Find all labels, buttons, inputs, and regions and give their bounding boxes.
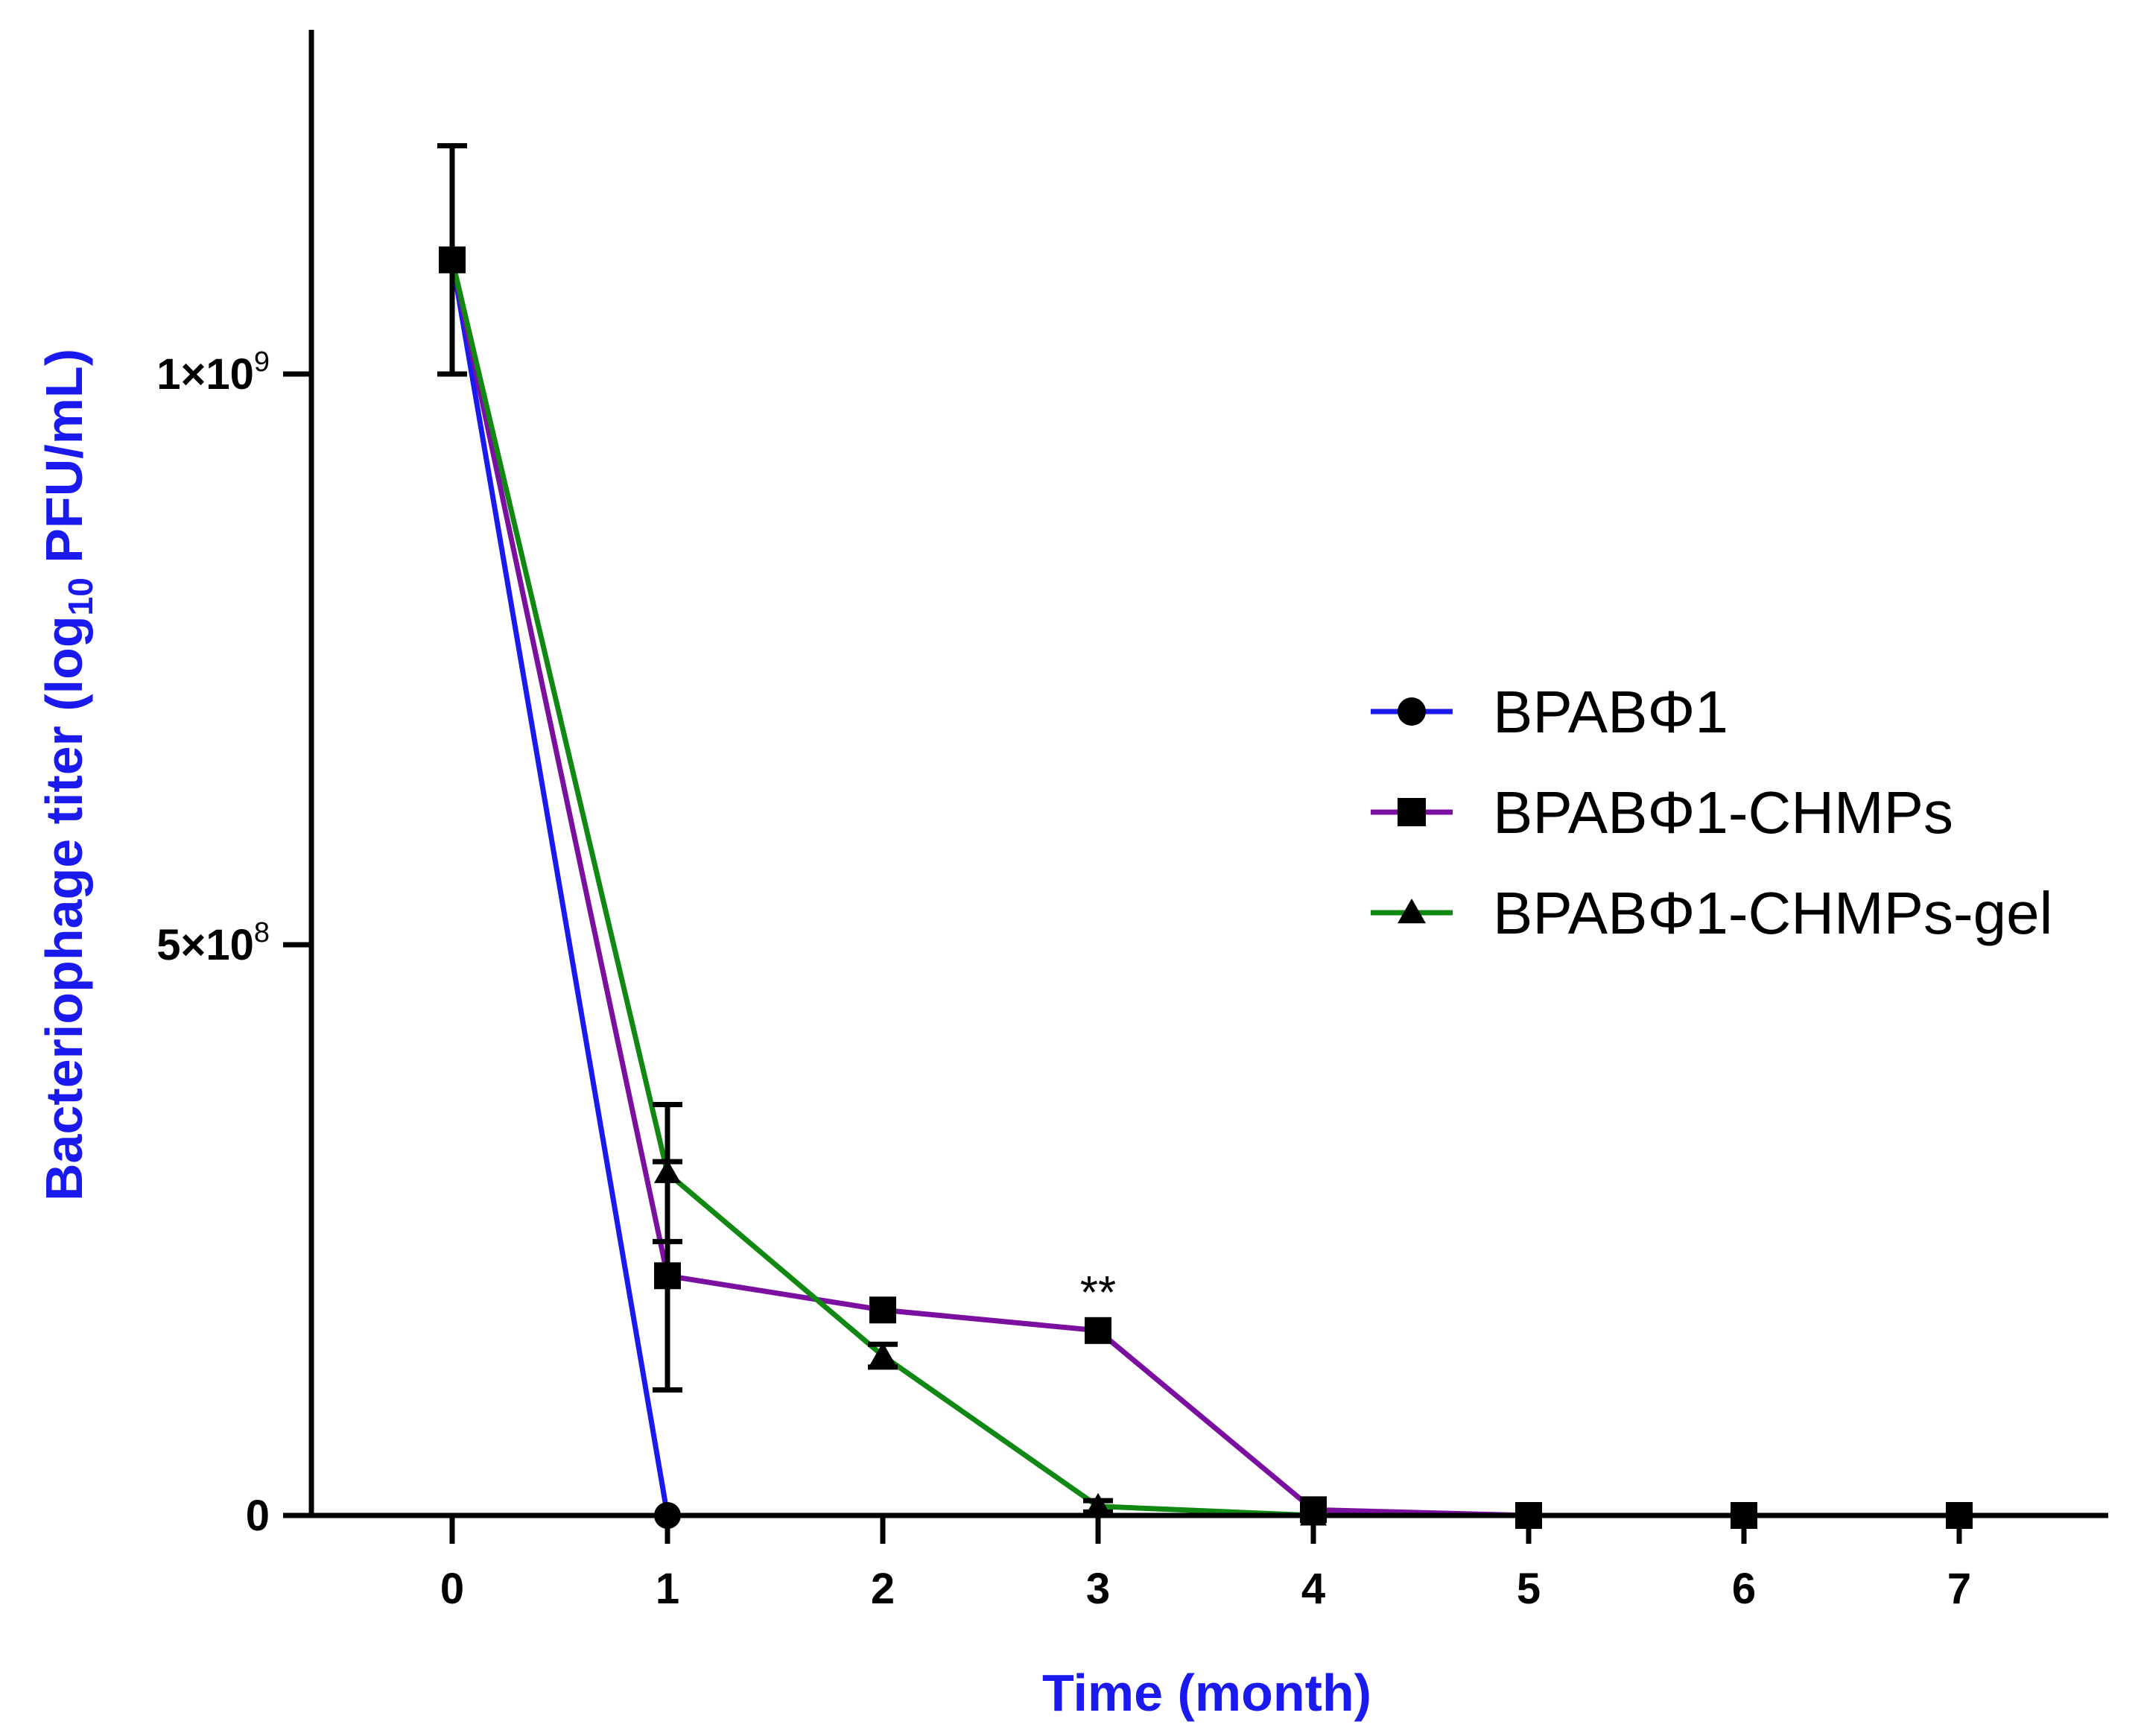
data-point-triangle [1085,1492,1111,1517]
series-line-0 [449,259,670,1516]
y-tick-mantissa: 1×10 [156,350,254,399]
legend-label: BPABΦ1-CHMPs-gel [1493,880,2052,946]
y-tick-exponent: 8 [254,917,270,948]
data-point-square [1085,1317,1111,1344]
x-tick-label: 2 [871,1565,895,1613]
legend: BPABΦ1 BPABΦ1-CHMPs BPABΦ1-CHMPs-gel [1371,679,2052,946]
x-axis-title: Time (month) [1042,1664,1371,1722]
x-tick-label: 1 [656,1565,679,1613]
legend-label: BPABΦ1-CHMPs [1493,779,1953,846]
data-point-square [654,1262,681,1290]
y-tick-exponent: 9 [254,346,270,378]
y-axis-title-subscript: 10 [61,577,100,615]
legend-marker-square [1398,798,1426,826]
x-tick-label: 6 [1732,1565,1756,1613]
y-tick-mantissa: 5×10 [156,921,254,969]
data-point-triangle [869,1342,896,1366]
legend-marker-circle [1398,697,1426,726]
y-axis-title-end: PFU/mL) [35,349,93,577]
y-axis-ticks: 0 5×108 1×109 [156,346,311,1540]
y-axis-title-main: Bacteriophage titer (log [35,615,93,1201]
legend-marker-triangle [1398,899,1426,924]
y-tick-label: 1×109 [156,346,270,399]
legend-label: BPABΦ1 [1493,679,1728,745]
x-tick-label: 3 [1086,1565,1110,1613]
y-tick-label: 5×108 [156,917,270,969]
annotations: ** [1080,1267,1116,1319]
data-point-triangle [654,1159,681,1183]
axes [308,30,2108,1518]
data-point-square [439,246,466,273]
x-tick-label: 4 [1301,1565,1325,1613]
x-axis-ticks: 0 1 2 3 4 5 6 7 [440,1515,1971,1613]
error-bars [437,143,1113,1515]
significance-annotation: ** [1080,1267,1116,1319]
y-axis-title: Bacteriophage titer (log10 PFU/mL) [35,349,100,1201]
data-point-square [869,1296,896,1324]
x-tick-label: 0 [440,1565,464,1613]
y-tick-mantissa: 0 [246,1492,270,1540]
y-tick-label: 0 [246,1492,270,1540]
x-tick-label: 5 [1517,1565,1541,1613]
x-tick-label: 7 [1947,1565,1971,1613]
